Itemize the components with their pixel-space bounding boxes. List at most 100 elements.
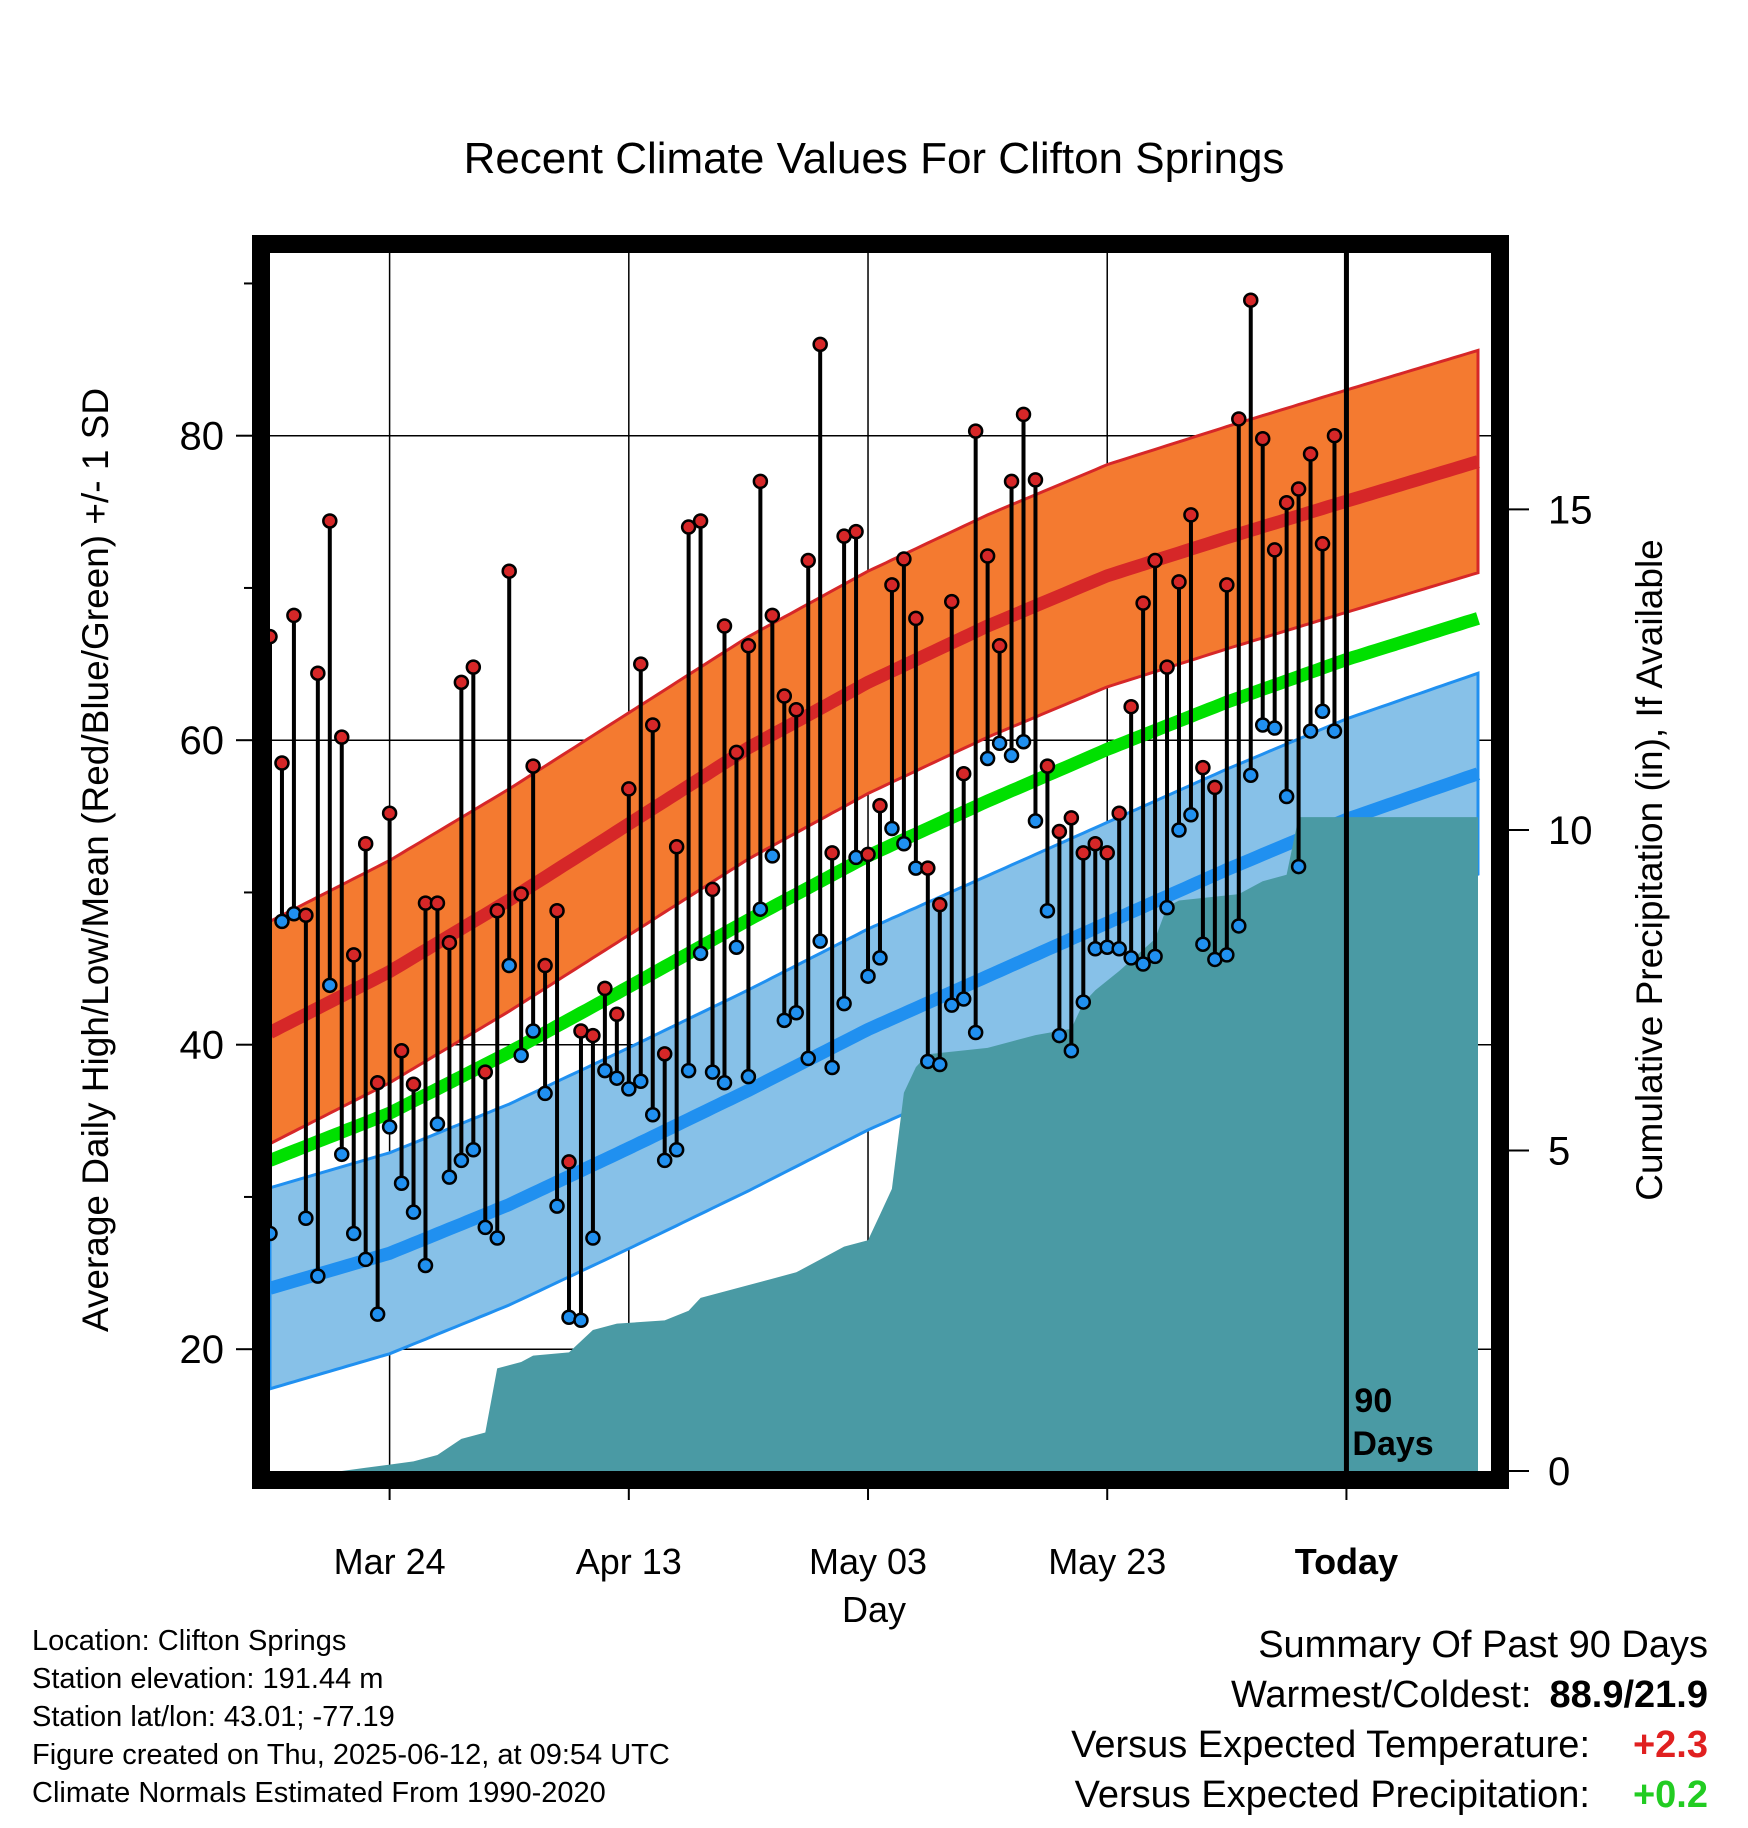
daily-low-point	[322, 977, 338, 994]
daily-low-point	[860, 968, 876, 984]
daily-low-point	[357, 1251, 374, 1268]
daily-high-point	[656, 1046, 673, 1062]
daily-low-point	[1003, 747, 1020, 764]
daily-high-point	[621, 781, 637, 797]
daily-low-point	[477, 1219, 494, 1236]
daily-low-point	[1266, 720, 1283, 736]
daily-low-point	[1302, 723, 1319, 739]
daily-high-point	[561, 1154, 577, 1170]
daily-high-point	[680, 519, 697, 535]
daily-low-point	[525, 1023, 541, 1039]
daily-low-point	[644, 1106, 661, 1123]
daily-high-point	[776, 688, 793, 704]
daily-low-point	[298, 1210, 314, 1227]
info-normals: Climate Normals Estimated From 1990-2020	[32, 1777, 606, 1809]
daily-low-point	[800, 1050, 816, 1067]
daily-low-point	[1326, 723, 1343, 739]
daily-high-point	[1015, 406, 1032, 423]
daily-high-point	[1171, 574, 1187, 590]
daily-high-point	[298, 907, 314, 924]
daily-low-point	[381, 1119, 398, 1135]
daily-high-point	[824, 845, 840, 861]
daily-low-point	[1135, 956, 1151, 972]
info-latlon: Station lat/lon: 43.01; -77.19	[32, 1701, 395, 1733]
y-left-tick-label: 60	[180, 719, 225, 763]
daily-low-point	[1123, 950, 1139, 966]
daily-low-point	[465, 1142, 482, 1158]
daily-high-point	[1266, 542, 1283, 558]
daily-low-point	[1159, 899, 1175, 916]
daily-high-point	[1087, 835, 1104, 852]
daily-low-point	[943, 997, 960, 1013]
daily-high-point	[764, 607, 781, 624]
daily-high-point	[501, 563, 517, 579]
daily-low-point	[836, 995, 852, 1012]
daily-low-point	[764, 848, 781, 864]
y-right-tick-label: 0	[1548, 1450, 1570, 1494]
daily-low-point	[609, 1070, 625, 1086]
daily-low-point	[1243, 767, 1259, 783]
daily-high-point	[752, 473, 769, 490]
daily-high-point	[334, 729, 350, 745]
daily-high-point	[848, 523, 864, 540]
daily-low-point	[932, 1056, 948, 1073]
daily-low-point	[549, 1198, 565, 1214]
daily-high-point	[1243, 292, 1259, 308]
daily-high-point	[644, 717, 661, 733]
daily-high-point	[1278, 494, 1295, 511]
y-axis-left-label: Average Daily High/Low/Mean (Red/Blue/Gr…	[75, 388, 116, 1332]
daily-low-point	[1171, 822, 1187, 838]
daily-high-point	[393, 1043, 410, 1059]
daily-low-point	[369, 1306, 386, 1322]
daily-low-point	[537, 1085, 553, 1102]
daily-low-point	[872, 950, 888, 966]
daily-high-point	[465, 659, 482, 675]
daily-high-point	[369, 1075, 386, 1091]
y-left-tick-label: 40	[180, 1024, 225, 1068]
summary-precip-value: +0.2	[1632, 1774, 1708, 1816]
cumulative-precip-area	[270, 817, 1478, 1471]
daily-low-point	[752, 901, 769, 917]
daily-high-point	[1063, 810, 1080, 826]
daily-low-point	[967, 1024, 984, 1041]
daily-high-point	[943, 593, 960, 610]
daily-low-point	[1015, 733, 1032, 750]
daily-low-point	[896, 835, 912, 852]
daily-low-point	[453, 1152, 470, 1169]
daily-high-point	[633, 656, 649, 672]
daily-high-point	[1051, 823, 1068, 840]
daily-low-point	[1290, 858, 1307, 875]
daily-high-point	[549, 902, 565, 919]
daily-high-point	[1302, 446, 1319, 462]
daily-high-point	[322, 513, 338, 529]
summary-panel: Summary Of Past 90 Days Warmest/Coldest:…	[1071, 1620, 1708, 1820]
daily-high-point	[1326, 427, 1343, 444]
daily-low-point	[979, 750, 996, 767]
daily-low-point	[513, 1047, 529, 1064]
daily-high-point	[1290, 481, 1307, 497]
daily-high-point	[429, 895, 446, 911]
daily-high-point	[967, 423, 984, 439]
daily-low-point	[334, 1146, 350, 1163]
normal-bands	[270, 348, 1481, 1391]
daily-low-point	[1183, 807, 1199, 823]
daily-high-point	[932, 896, 948, 913]
normal-low-line	[270, 767, 1481, 1295]
daily-low-point	[955, 991, 972, 1007]
daily-high-point	[405, 1076, 422, 1093]
daily-high-point	[1159, 659, 1175, 675]
daily-high-point	[740, 638, 757, 654]
plot-frame	[252, 235, 1509, 1489]
y-left-tick-label: 20	[180, 1328, 225, 1372]
daily-low-point	[597, 1062, 613, 1079]
daily-low-point	[692, 945, 709, 962]
daily-high-point	[441, 934, 458, 951]
summary-precip-row: Versus Expected Precipitation: +0.2	[1071, 1770, 1708, 1820]
precipitation-area	[270, 817, 1478, 1471]
daily-high-point	[979, 548, 996, 564]
daily-high-point	[274, 755, 290, 771]
info-location: Location: Clifton Springs	[32, 1625, 347, 1657]
daily-low-point	[405, 1204, 422, 1220]
daily-low-point	[776, 1012, 793, 1029]
daily-low-point	[1231, 918, 1247, 934]
